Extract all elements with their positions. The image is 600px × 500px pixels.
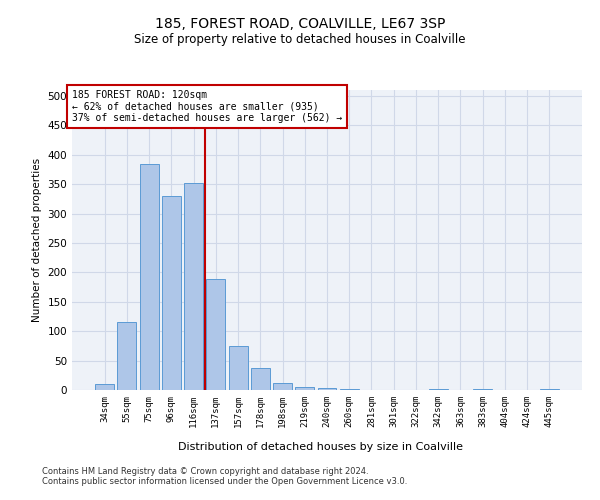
Bar [206,280,225,390]
Bar [229,346,248,390]
Bar [340,389,359,390]
Text: Contains HM Land Registry data © Crown copyright and database right 2024.: Contains HM Land Registry data © Crown c… [42,467,368,476]
Text: Distribution of detached houses by size in Coalville: Distribution of detached houses by size … [179,442,464,452]
Bar [184,183,203,390]
Y-axis label: Number of detached properties: Number of detached properties [32,158,42,322]
Bar [95,384,114,390]
Bar [140,164,158,390]
Bar [118,322,136,390]
Bar [273,383,292,390]
Bar [429,389,448,390]
Bar [251,368,270,390]
Bar [295,387,314,390]
Text: 185, FOREST ROAD, COALVILLE, LE67 3SP: 185, FOREST ROAD, COALVILLE, LE67 3SP [155,18,445,32]
Text: Contains public sector information licensed under the Open Government Licence v3: Contains public sector information licen… [42,477,407,486]
Text: 185 FOREST ROAD: 120sqm
← 62% of detached houses are smaller (935)
37% of semi-d: 185 FOREST ROAD: 120sqm ← 62% of detache… [72,90,342,123]
Text: Size of property relative to detached houses in Coalville: Size of property relative to detached ho… [134,32,466,46]
Bar [317,388,337,390]
Bar [162,196,181,390]
